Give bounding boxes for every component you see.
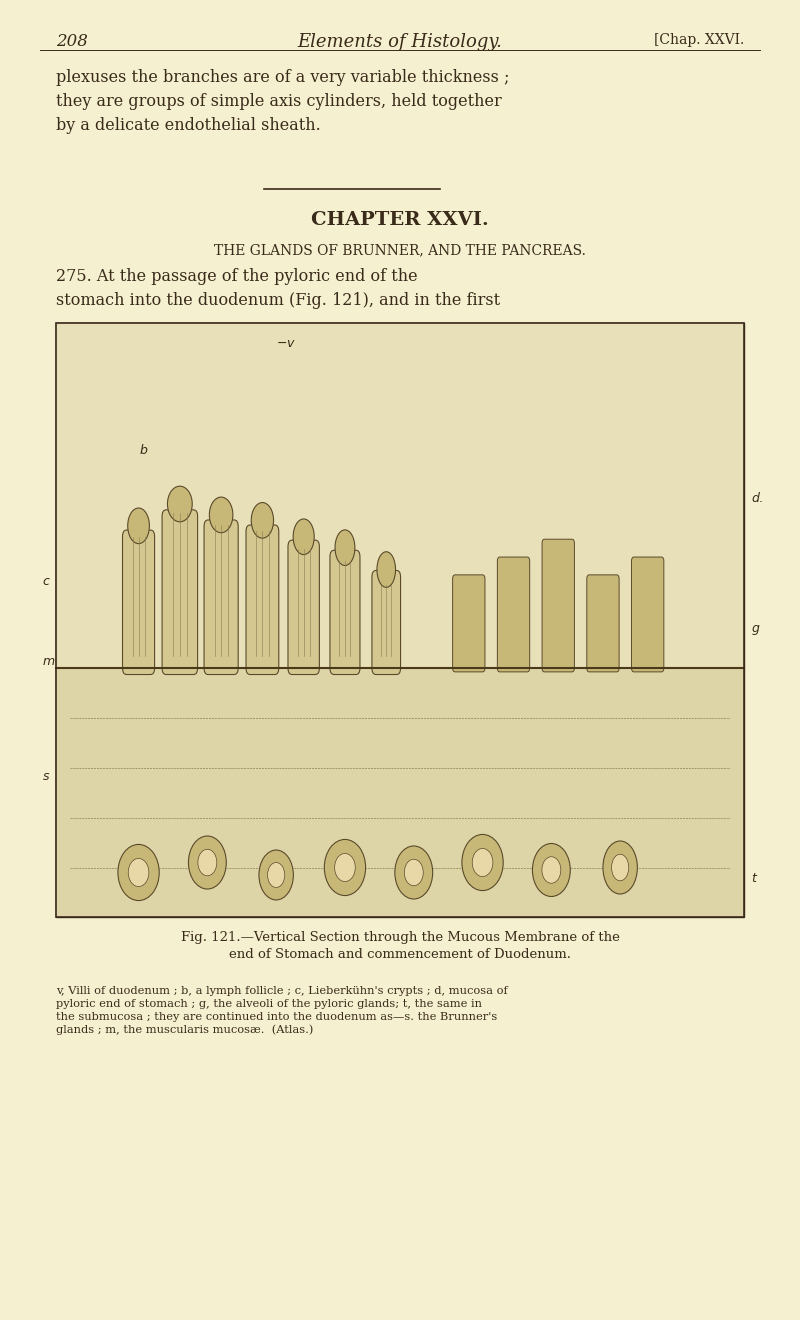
- Text: 208: 208: [56, 33, 88, 50]
- Ellipse shape: [128, 508, 150, 544]
- FancyBboxPatch shape: [498, 557, 530, 672]
- Text: $s$: $s$: [42, 770, 50, 783]
- Text: $b$: $b$: [138, 444, 148, 457]
- FancyBboxPatch shape: [122, 531, 154, 675]
- Text: $m$: $m$: [42, 655, 55, 668]
- FancyBboxPatch shape: [542, 539, 574, 672]
- Text: [Chap. XXVI.: [Chap. XXVI.: [654, 33, 744, 48]
- Text: $d.$: $d.$: [751, 491, 763, 504]
- Text: Fig. 121.—Vertical Section through the Mucous Membrane of the
end of Stomach and: Fig. 121.—Vertical Section through the M…: [181, 931, 619, 961]
- Ellipse shape: [533, 843, 570, 896]
- Ellipse shape: [395, 846, 433, 899]
- FancyBboxPatch shape: [56, 323, 744, 668]
- Ellipse shape: [128, 858, 149, 887]
- Ellipse shape: [472, 849, 493, 876]
- FancyBboxPatch shape: [631, 557, 664, 672]
- Ellipse shape: [603, 841, 638, 894]
- Ellipse shape: [377, 552, 395, 587]
- FancyBboxPatch shape: [162, 510, 198, 675]
- Ellipse shape: [259, 850, 294, 900]
- Ellipse shape: [404, 859, 423, 886]
- Text: $c$: $c$: [42, 574, 51, 587]
- Text: 275. At the passage of the pyloric end of the
stomach into the duodenum (Fig. 12: 275. At the passage of the pyloric end o…: [56, 268, 500, 309]
- Text: plexuses the branches are of a very variable thickness ;
they are groups of simp: plexuses the branches are of a very vari…: [56, 69, 510, 133]
- Ellipse shape: [118, 845, 159, 900]
- FancyBboxPatch shape: [56, 668, 744, 917]
- Text: THE GLANDS OF BRUNNER, AND THE PANCREAS.: THE GLANDS OF BRUNNER, AND THE PANCREAS.: [214, 243, 586, 257]
- Ellipse shape: [267, 862, 285, 887]
- Ellipse shape: [611, 854, 629, 880]
- Ellipse shape: [167, 486, 192, 521]
- Ellipse shape: [210, 498, 233, 533]
- FancyBboxPatch shape: [204, 520, 238, 675]
- FancyBboxPatch shape: [453, 576, 485, 672]
- Ellipse shape: [189, 836, 226, 890]
- FancyBboxPatch shape: [587, 576, 619, 672]
- Text: CHAPTER XXVI.: CHAPTER XXVI.: [311, 211, 489, 230]
- Ellipse shape: [324, 840, 366, 895]
- Text: v, Villi of duodenum ; b, a lymph follicle ; c, Lieberkühn's crypts ; d, mucosa : v, Villi of duodenum ; b, a lymph follic…: [56, 986, 508, 1035]
- FancyBboxPatch shape: [288, 540, 319, 675]
- Text: $g$: $g$: [751, 623, 760, 638]
- Text: Elements of Histology.: Elements of Histology.: [298, 33, 502, 51]
- Text: $t$: $t$: [751, 871, 758, 884]
- Ellipse shape: [293, 519, 314, 554]
- FancyBboxPatch shape: [372, 570, 401, 675]
- Ellipse shape: [335, 529, 355, 565]
- FancyBboxPatch shape: [246, 525, 278, 675]
- FancyBboxPatch shape: [330, 550, 360, 675]
- Ellipse shape: [198, 849, 217, 875]
- Ellipse shape: [462, 834, 503, 891]
- Ellipse shape: [251, 503, 274, 539]
- FancyBboxPatch shape: [56, 323, 744, 917]
- Ellipse shape: [334, 854, 355, 882]
- Text: $-v$: $-v$: [276, 337, 296, 350]
- Ellipse shape: [542, 857, 561, 883]
